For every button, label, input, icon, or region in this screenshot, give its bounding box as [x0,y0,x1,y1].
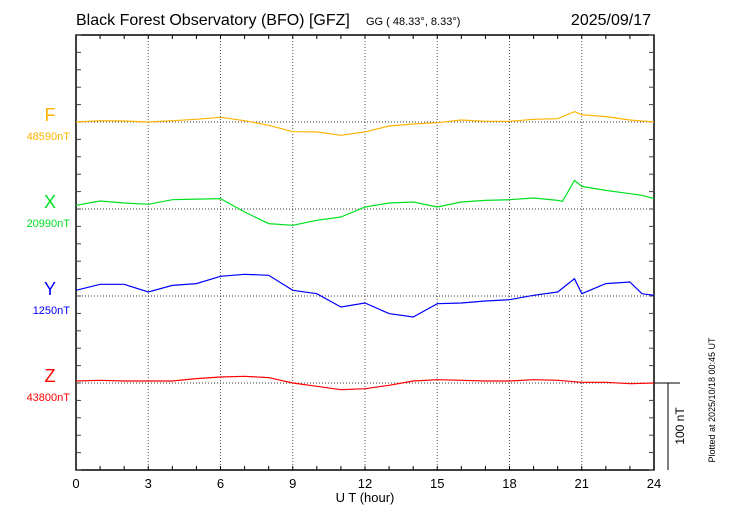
x-tick-label: 9 [289,476,296,491]
x-tick-label: 24 [647,476,661,491]
series-baseline-f: 48590nT [27,131,71,143]
x-tick-label: 3 [145,476,152,491]
chart-title: Black Forest Observatory (BFO) [GFZ] [76,12,350,29]
grid [76,35,654,470]
axes: 0 3 6 9 12 15 18 21 24 [72,34,661,491]
x-tick-label: 12 [358,476,372,491]
station-coords: GG ( 48.33°, 8.33°) [366,16,460,28]
series-labels: F 48590nT X 20990nT Y 1250nT Z 43800nT [27,105,71,404]
series-baseline-z: 43800nT [27,392,71,404]
scale-bar-label: 100 nT [673,407,687,445]
series-line-z [75,375,655,391]
series-line-x [75,179,655,226]
x-axis-label: U T (hour) [336,490,395,505]
x-tick-label: 15 [430,476,444,491]
x-tick-label: 6 [217,476,224,491]
scale-bar: 100 nT [654,382,687,470]
plotted-timestamp: Plotted at 2025/10/18 00:45 UT [707,337,717,463]
x-tick-label: 21 [575,476,589,491]
series-name-x: X [44,192,56,212]
series-line-y [75,273,655,318]
series-name-z: Z [45,366,56,386]
x-tick-label: 0 [72,476,79,491]
series-line-f [75,110,655,136]
chart-date: 2025/09/17 [571,12,651,29]
series-name-f: F [45,105,56,125]
series-baseline-x: 20990nT [27,218,71,230]
series-baseline-y: 1250nT [33,305,71,317]
series-name-y: Y [44,279,56,299]
x-tick-label: 18 [502,476,516,491]
series-group [75,110,655,391]
